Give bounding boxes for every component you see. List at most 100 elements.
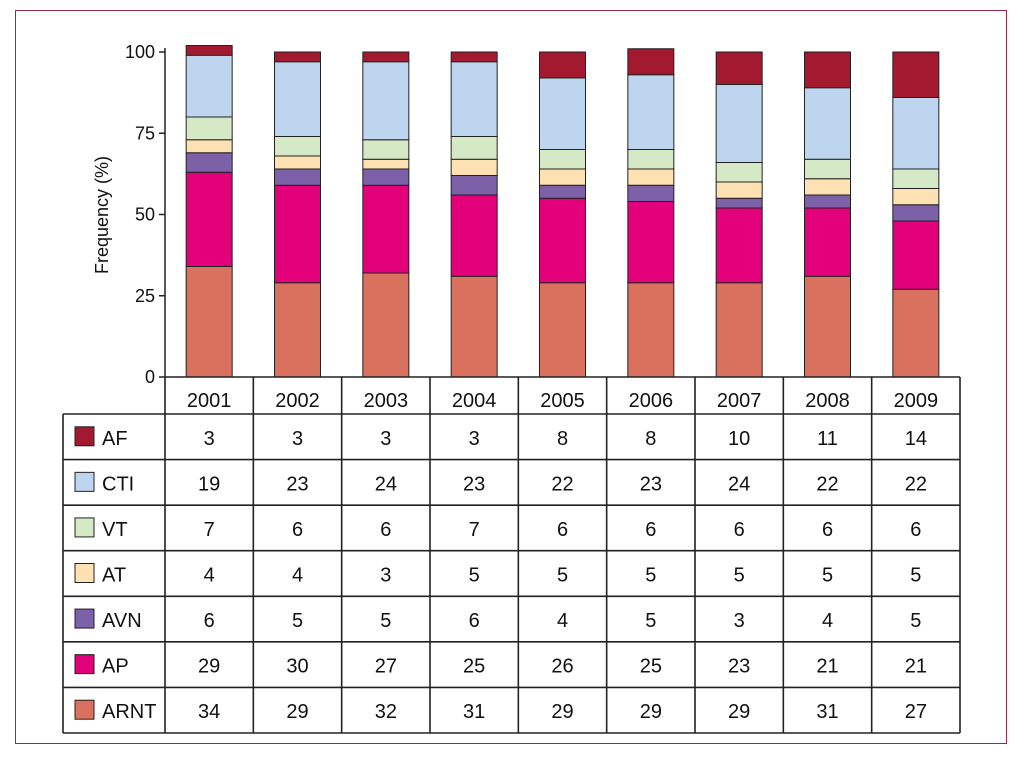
bar-segment-af-2004	[450, 51, 498, 63]
table-cell-value: 6	[645, 519, 656, 541]
table-cell-value: 26	[551, 656, 573, 678]
bar-segment-arnt-2001	[185, 266, 233, 378]
table-cell-value: 8	[645, 428, 656, 450]
bar-segment-ap-2001	[185, 171, 233, 267]
table-cell-value: 10	[728, 428, 750, 450]
legend-swatch-at	[74, 563, 95, 583]
y-tick-label: 0	[145, 367, 155, 387]
table-cell-value: 5	[645, 565, 656, 587]
bar-segment-af-2009	[892, 51, 940, 98]
bar-segment-avn-2001	[185, 152, 233, 173]
table-cell-value: 22	[905, 473, 927, 495]
table-cell-value: 7	[204, 519, 215, 541]
legend-label-cti: CTI	[102, 473, 134, 495]
bar-segment-ap-2002	[274, 184, 321, 284]
table-cell-value: 5	[645, 610, 656, 632]
x-category-label: 2009	[894, 390, 939, 412]
x-category-label: 2006	[629, 390, 674, 412]
table-cell-value: 6	[204, 610, 215, 632]
bar-segment-at-2007	[715, 181, 763, 199]
table-cell-value: 4	[557, 610, 568, 632]
table-cell-value: 4	[292, 565, 303, 587]
bar-segment-ap-2005	[539, 197, 586, 284]
table-cell-value: 3	[380, 565, 391, 587]
bar-segment-avn-2009	[892, 204, 940, 222]
bar-segment-at-2002	[274, 155, 321, 170]
table-cell-value: 11	[817, 428, 838, 450]
table-cell-value: 24	[728, 473, 750, 495]
bar-segment-arnt-2008	[804, 275, 851, 378]
table-cell-value: 14	[905, 428, 927, 450]
legend-label-at: AT	[102, 565, 126, 587]
table-cell-value: 8	[557, 428, 568, 450]
table-cell-value: 5	[910, 565, 921, 587]
table-cell-value: 23	[728, 656, 750, 678]
table-cell-value: 3	[292, 428, 303, 450]
table-cell-value: 5	[380, 610, 391, 632]
table-cell-value: 5	[734, 565, 745, 587]
bar-segment-arnt-2002	[274, 282, 321, 378]
table-cell-value: 21	[905, 656, 927, 678]
bar-segment-af-2001	[185, 45, 233, 56]
bar-segment-cti-2008	[804, 87, 851, 160]
table-cell-value: 25	[640, 656, 662, 678]
bar-segment-arnt-2006	[627, 282, 675, 378]
bar-segment-avn-2007	[715, 197, 763, 209]
legend-swatch-arnt	[74, 699, 95, 720]
bar-segment-arnt-2004	[450, 275, 498, 378]
table-cell-value: 24	[375, 473, 397, 495]
table-cell-value: 5	[292, 610, 303, 632]
table-cell-value: 29	[551, 701, 573, 723]
bar-segment-vt-2003	[362, 139, 410, 160]
table-cell-value: 27	[375, 656, 397, 678]
bar-segment-vt-2009	[892, 168, 940, 189]
table-cell-value: 6	[910, 519, 921, 541]
table-cell-value: 6	[734, 519, 745, 541]
legend-swatch-vt	[74, 517, 95, 538]
table-cell-value: 29	[728, 701, 750, 723]
bar-segment-cti-2003	[362, 61, 410, 141]
table-cell-value: 23	[463, 473, 485, 495]
bar-segment-at-2003	[362, 158, 410, 170]
x-category-label: 2003	[364, 390, 409, 412]
bar-segment-at-2009	[892, 188, 940, 206]
bar-segment-avn-2004	[450, 175, 498, 196]
table-cell-value: 4	[204, 565, 215, 587]
table-cell-value: 32	[375, 701, 397, 723]
x-category-label: 2008	[805, 390, 850, 412]
bar-segment-ap-2003	[362, 184, 410, 274]
table-cell-value: 19	[198, 473, 220, 495]
x-category-label: 2007	[717, 390, 762, 412]
table-cell-value: 5	[910, 610, 921, 632]
figure-frame	[15, 10, 1007, 744]
bar-segment-avn-2008	[804, 194, 851, 209]
bar-segment-af-2003	[362, 51, 410, 63]
bar-segment-at-2005	[539, 168, 586, 186]
bar-segment-ap-2007	[715, 207, 763, 284]
table-cell-value: 31	[816, 701, 838, 723]
bar-segment-avn-2006	[627, 184, 675, 202]
y-tick-label: 50	[135, 205, 155, 225]
table-cell-value: 21	[816, 656, 838, 678]
bar-segment-vt-2007	[715, 162, 763, 183]
x-category-label: 2004	[452, 390, 497, 412]
bar-segment-arnt-2005	[539, 282, 586, 378]
table-cell-value: 6	[822, 519, 833, 541]
bar-segment-ap-2009	[892, 220, 940, 290]
table-cell-value: 5	[469, 565, 480, 587]
table-cell-value: 5	[822, 565, 833, 587]
bar-segment-avn-2005	[539, 184, 586, 199]
table-cell-value: 30	[286, 656, 308, 678]
bar-segment-vt-2001	[185, 116, 233, 141]
legend-swatch-avn	[74, 608, 95, 629]
table-cell-value: 22	[551, 473, 573, 495]
bar-segment-arnt-2003	[362, 272, 410, 378]
table-cell-value: 34	[198, 701, 220, 723]
bar-segment-at-2006	[627, 168, 675, 186]
table-cell-value: 3	[469, 428, 480, 450]
bar-segment-cti-2005	[539, 77, 586, 150]
table-cell-value: 3	[734, 610, 745, 632]
x-category-label: 2005	[540, 390, 585, 412]
table-cell-value: 29	[286, 701, 308, 723]
bar-segment-arnt-2007	[715, 282, 763, 378]
